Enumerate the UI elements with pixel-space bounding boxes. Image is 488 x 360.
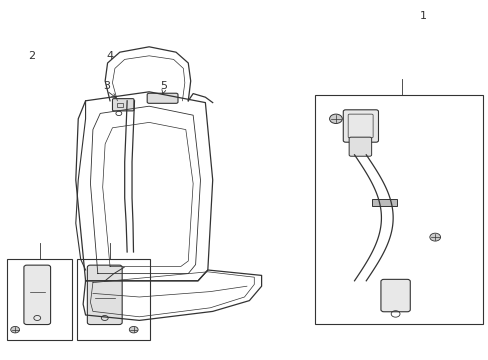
Text: 1: 1 <box>419 11 426 21</box>
Text: 2: 2 <box>28 51 35 61</box>
Text: 3: 3 <box>103 81 110 91</box>
FancyBboxPatch shape <box>112 99 134 111</box>
Bar <box>117 103 122 107</box>
Bar <box>315 95 482 324</box>
Text: 4: 4 <box>106 51 113 61</box>
FancyBboxPatch shape <box>348 137 371 156</box>
Circle shape <box>429 233 440 241</box>
FancyBboxPatch shape <box>343 110 378 142</box>
Circle shape <box>329 114 342 123</box>
Bar <box>77 259 149 340</box>
FancyBboxPatch shape <box>87 265 122 325</box>
Bar <box>7 259 72 340</box>
FancyBboxPatch shape <box>380 279 409 312</box>
FancyBboxPatch shape <box>24 265 50 325</box>
Circle shape <box>129 327 138 333</box>
Bar <box>371 199 396 206</box>
Circle shape <box>11 327 20 333</box>
Text: 5: 5 <box>160 81 167 91</box>
FancyBboxPatch shape <box>147 93 178 103</box>
